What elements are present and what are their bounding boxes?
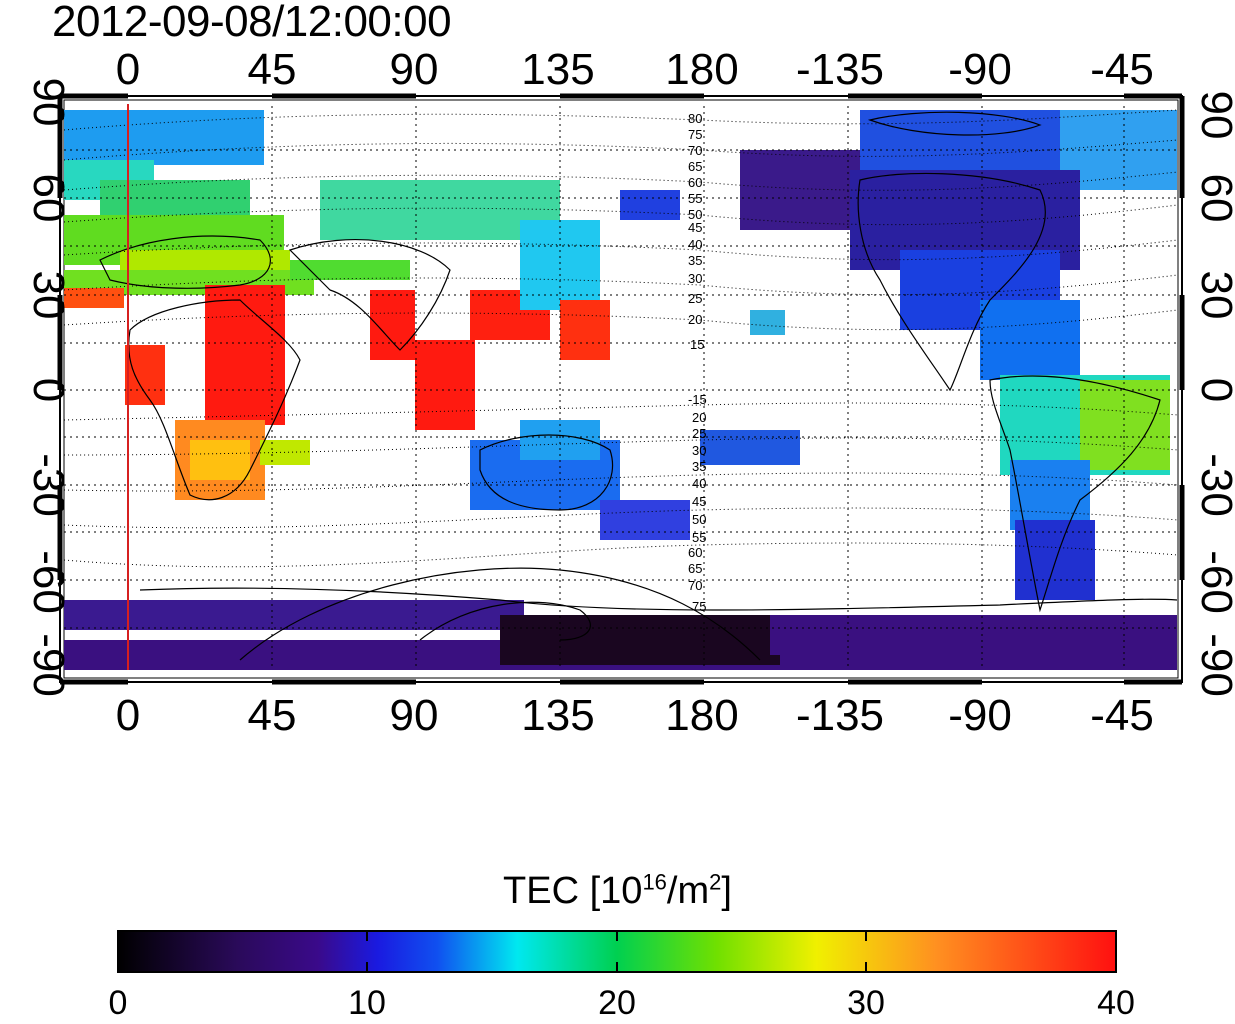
colorbar-ticks [366, 931, 867, 972]
colorbar-tick-label: 10 [348, 984, 386, 1022]
contour-label: 80 [688, 111, 702, 126]
lon-tick-top: 45 [248, 45, 297, 94]
contour-label: 55 [692, 530, 706, 545]
lon-tick-bottom: 90 [390, 691, 439, 740]
contour-label: 25 [692, 426, 706, 441]
lon-tick-top: -135 [796, 45, 884, 94]
lon-tick-top: 135 [521, 45, 594, 94]
lon-tick-bottom: 0 [116, 691, 140, 740]
lat-tick-right: 30 [1192, 271, 1235, 320]
lon-tick-top: -45 [1090, 45, 1154, 94]
contour-label: 70 [688, 143, 702, 158]
contour-label: 60 [688, 175, 702, 190]
contour-label: 30 [692, 443, 706, 458]
contour-label: 40 [692, 476, 706, 491]
colorbar-title-prefix: TEC [10 [503, 870, 643, 912]
contour-label: 65 [688, 561, 702, 576]
lat-tick-left: -60 [24, 550, 73, 614]
lat-tick-left: -30 [24, 453, 73, 517]
contour-label: 35 [688, 253, 702, 268]
contour-label: 35 [692, 459, 706, 474]
coastlines [99, 172, 1177, 613]
colorbar-tick-label: 0 [108, 984, 128, 1022]
colorbar-title-unit: /m [666, 870, 710, 912]
colorbar-title-suffix: ] [721, 870, 732, 912]
lat-tick-right: -90 [1192, 633, 1235, 697]
contour-label: 65 [688, 159, 702, 174]
contour-label: 50 [692, 512, 706, 527]
contour-label: 25 [688, 291, 702, 306]
lon-tick-bottom: -45 [1090, 691, 1154, 740]
contour-label: 75 [692, 599, 706, 614]
contour-label: 75 [688, 127, 702, 142]
colorbar-title-unit-exponent: 2 [709, 869, 722, 895]
lon-tick-bottom: -90 [948, 691, 1012, 740]
contour-label: 70 [688, 578, 702, 593]
lon-tick-bottom: 45 [248, 691, 297, 740]
contour-label: 55 [688, 191, 702, 206]
colorbar-tick-labels: 0 10 20 30 40 [0, 984, 1235, 1024]
lon-tick-bottom: 135 [521, 691, 594, 740]
lon-tick-top: -90 [948, 45, 1012, 94]
lat-tick-left: 0 [24, 378, 73, 402]
colorbar-title-exponent: 16 [642, 869, 667, 895]
lon-axis-bottom: 0 45 90 135 180 -135 -90 -45 [116, 691, 1154, 740]
contour-label: 20 [692, 410, 706, 425]
colorbar-tick-label: 20 [598, 984, 636, 1022]
lon-tick-bottom: 180 [665, 691, 738, 740]
contour-loops [239, 111, 1042, 661]
contour-label: -15 [688, 392, 707, 407]
lat-tick-right: -30 [1192, 453, 1235, 517]
colorbar-tick-label: 40 [1097, 984, 1135, 1022]
lat-tick-left: 90 [24, 78, 73, 127]
lat-tick-left: 60 [24, 174, 73, 223]
contour-label: 45 [688, 220, 702, 235]
contour-label: 15 [690, 337, 704, 352]
contour-label: 40 [688, 237, 702, 252]
contour-label: 45 [692, 494, 706, 509]
lon-tick-top: 180 [665, 45, 738, 94]
lat-tick-right: -60 [1192, 550, 1235, 614]
tec-data-layer [64, 110, 1177, 670]
lat-tick-left: -90 [24, 633, 73, 697]
colorbar-tick-label: 30 [847, 984, 885, 1022]
lon-tick-top: 0 [116, 45, 140, 94]
contour-label: 30 [688, 271, 702, 286]
lat-tick-right: 60 [1192, 174, 1235, 223]
contour-label: 60 [688, 545, 702, 560]
magnetic-latitude-contours [64, 109, 1177, 568]
contour-label: 20 [688, 312, 702, 327]
contour-value-labels: 80 75 70 65 60 55 50 45 40 35 30 25 20 1… [688, 111, 707, 614]
lat-tick-left: 30 [24, 271, 73, 320]
colorbar-title: TEC [1016/m2] [0, 868, 1235, 914]
lat-axis-right: 90 60 30 0 -30 -60 -90 [1192, 91, 1235, 697]
lat-tick-right: 0 [1192, 378, 1235, 402]
lon-tick-bottom: -135 [796, 691, 884, 740]
contour-label: 50 [688, 207, 702, 222]
lon-axis-top: 0 45 90 135 180 -135 -90 -45 [116, 45, 1154, 94]
lat-tick-right: 90 [1192, 91, 1235, 140]
lat-axis-left: 90 60 30 0 -30 -60 -90 [24, 78, 73, 697]
map-title: 2012-09-08/12:00:00 [52, 0, 452, 46]
lon-tick-top: 90 [390, 45, 439, 94]
